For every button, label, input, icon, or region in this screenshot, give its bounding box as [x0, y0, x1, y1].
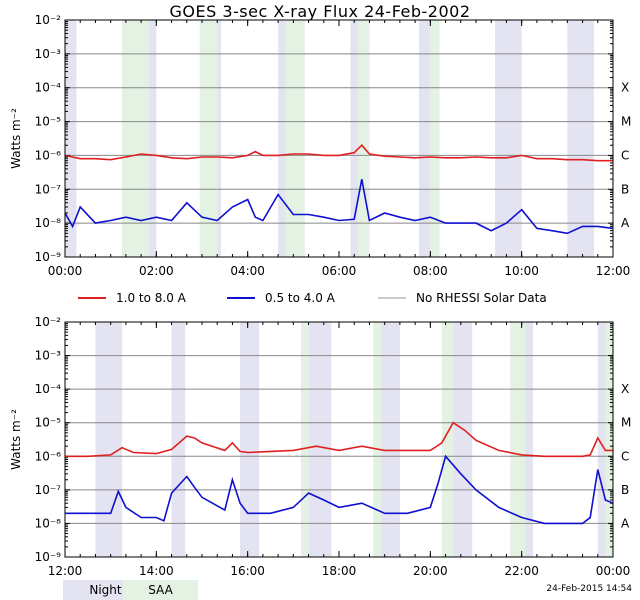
panel2-xtick-label: 14:00 [139, 564, 174, 578]
panel1-saa-band [199, 20, 218, 257]
panel1-saa-band [122, 20, 149, 257]
panel1-ytick-label: 10⁻² [35, 13, 62, 27]
panel2-class-label: M [621, 416, 631, 430]
panel2-xtick-label: 16:00 [230, 564, 265, 578]
panel2-saa-band [373, 322, 381, 557]
panel2-ytick-label: 10⁻⁵ [35, 416, 62, 430]
panel1-xtick-label: 12:00 [596, 264, 631, 278]
saa-key: SAA [123, 580, 198, 600]
panel2-night-band [453, 322, 473, 557]
panel1-night-band [148, 20, 157, 257]
panel1-xtick-label: 00:00 [48, 264, 83, 278]
panel1-series-short [64, 178, 614, 235]
panel1-ytick-label: 10⁻³ [35, 47, 62, 61]
panel2-series-short [65, 454, 614, 525]
legend-label: 0.5 to 4.0 A [265, 291, 336, 305]
panel1-ytick-label: 10⁻⁴ [35, 81, 62, 95]
night-key-label: Night [89, 583, 122, 597]
panel1-ytick-label: 10⁻⁵ [35, 115, 62, 129]
panel1-night-band [217, 20, 222, 257]
panel2-ytick-label: 10⁻² [35, 315, 62, 329]
panel1-class-label: M [621, 115, 631, 129]
panel1-class-label: A [621, 216, 630, 230]
panel1-ylabel: Watts m⁻² [9, 108, 23, 169]
panel1-class-label: C [621, 148, 629, 162]
panel2-saa-band [441, 322, 454, 557]
panel2-ylabel: Watts m⁻² [9, 409, 23, 470]
panel1-ytick-label: 10⁻⁹ [35, 250, 62, 264]
panel1-series-long [64, 144, 613, 162]
panel2-night-band [171, 322, 186, 557]
panel1-night-band [65, 20, 77, 257]
panel1-saa-band [358, 20, 370, 257]
panel1-class-label: B [621, 182, 629, 196]
chart-title: GOES 3-sec X-ray Flux 24-Feb-2002 [169, 2, 471, 21]
panel2-series-long [65, 421, 613, 458]
legend-label: No RHESSI Solar Data [416, 291, 547, 305]
panel1-ytick-label: 10⁻⁶ [35, 148, 62, 162]
panel2-class-label: B [621, 483, 629, 497]
panel2-class-label: X [621, 382, 629, 396]
panel2-ytick-label: 10⁻⁶ [35, 449, 62, 463]
panel1-night-band [278, 20, 286, 257]
panel1-night-band [495, 20, 522, 257]
panel2-night-band [380, 322, 400, 557]
panel1-night-band [418, 20, 431, 257]
panel1-xtick-label: 02:00 [139, 264, 174, 278]
panel1-saa-band [430, 20, 440, 257]
panel2-night-band [597, 322, 610, 557]
panel2-ytick-label: 10⁻⁸ [35, 516, 62, 530]
legend-label: 1.0 to 8.0 A [116, 291, 187, 305]
panel2-xtick-label: 00:00 [596, 564, 631, 578]
panel2-xtick-label: 12:00 [48, 564, 83, 578]
panel2-ytick-label: 10⁻⁷ [35, 483, 62, 497]
panel2-xtick-label: 22:00 [504, 564, 539, 578]
panel2-night-band [308, 322, 332, 557]
panel1-ytick-label: 10⁻⁸ [35, 216, 62, 230]
panel2-class-label: A [621, 516, 630, 530]
panel2-night-band [525, 322, 534, 557]
saa-key-swatch [123, 580, 198, 600]
panel2-xtick-label: 18:00 [322, 564, 357, 578]
night-key: Night [63, 580, 148, 600]
panel1-saa-band [285, 20, 305, 257]
panel1-xtick-label: 08:00 [413, 264, 448, 278]
panel1-xtick-label: 10:00 [504, 264, 539, 278]
panel1-xtick-label: 06:00 [322, 264, 357, 278]
generation-timestamp: 24-Feb-2015 14:54 [546, 584, 632, 594]
panel2-class-label: C [621, 449, 629, 463]
panel2-saa-band [605, 322, 613, 557]
panel2-xtick-label: 20:00 [413, 564, 448, 578]
panel1-ytick-label: 10⁻⁷ [35, 182, 62, 196]
panel1-night-band [350, 20, 359, 257]
panel1-xtick-label: 04:00 [230, 264, 265, 278]
panel2-saa-band [510, 322, 526, 557]
panel2-night-band [240, 322, 260, 557]
panel2-ytick-label: 10⁻⁹ [35, 550, 62, 564]
panel2-ytick-label: 10⁻⁴ [35, 382, 62, 396]
panel1-frame [64, 19, 614, 258]
panel2-night-band [95, 322, 123, 557]
saa-key-label: SAA [148, 583, 173, 597]
panel2-saa-band [300, 322, 309, 557]
panel2-ytick-label: 10⁻³ [35, 349, 62, 363]
panel2-frame [64, 321, 614, 558]
panel1-night-band [567, 20, 594, 257]
panel1-class-label: X [621, 81, 629, 95]
